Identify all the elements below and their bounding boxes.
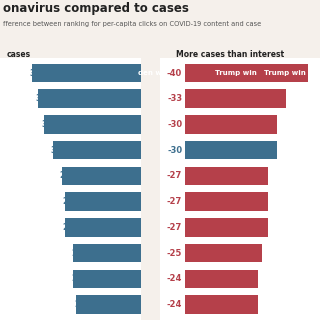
Text: -25: -25	[167, 249, 182, 258]
Text: 26: 26	[62, 197, 74, 206]
Bar	[73, 244, 141, 262]
Bar	[185, 115, 277, 134]
Bar	[76, 295, 141, 314]
Bar	[62, 167, 141, 185]
Text: -40: -40	[167, 68, 182, 77]
Text: 23: 23	[71, 274, 83, 283]
Bar	[185, 90, 286, 108]
Text: 30: 30	[51, 146, 62, 155]
Text: 27: 27	[59, 172, 71, 180]
Text: 37: 37	[30, 68, 41, 77]
Bar	[65, 192, 141, 211]
Bar	[65, 218, 141, 237]
Text: fference between ranking for per-capita clicks on COVID-19 content and case: fference between ranking for per-capita …	[3, 21, 261, 27]
Text: 23: 23	[71, 249, 83, 258]
Text: cases: cases	[6, 50, 30, 59]
Bar	[53, 141, 141, 159]
Bar	[185, 244, 261, 262]
Text: Trump win: Trump win	[264, 70, 306, 76]
Text: 22: 22	[74, 300, 86, 309]
Text: 33: 33	[42, 120, 53, 129]
Text: 35: 35	[36, 94, 47, 103]
Bar	[73, 269, 141, 288]
Bar	[185, 218, 268, 237]
Text: Trump win: Trump win	[215, 70, 257, 76]
Text: onavirus compared to cases: onavirus compared to cases	[3, 2, 189, 15]
Bar	[44, 115, 141, 134]
Bar	[185, 64, 308, 82]
Bar	[185, 295, 259, 314]
Text: -30: -30	[167, 146, 182, 155]
Bar	[185, 269, 259, 288]
Bar	[32, 64, 141, 82]
Bar	[38, 90, 141, 108]
Text: -27: -27	[167, 172, 182, 180]
Text: -33: -33	[167, 94, 182, 103]
Text: -24: -24	[167, 274, 182, 283]
Text: -27: -27	[167, 197, 182, 206]
Text: -24: -24	[167, 300, 182, 309]
Bar	[185, 167, 268, 185]
Text: -27: -27	[167, 223, 182, 232]
Text: -30: -30	[167, 120, 182, 129]
Bar	[185, 192, 268, 211]
Bar	[185, 141, 277, 159]
Text: den win: den win	[138, 70, 169, 76]
Text: 26: 26	[62, 223, 74, 232]
Text: More cases than interest: More cases than interest	[176, 50, 284, 59]
